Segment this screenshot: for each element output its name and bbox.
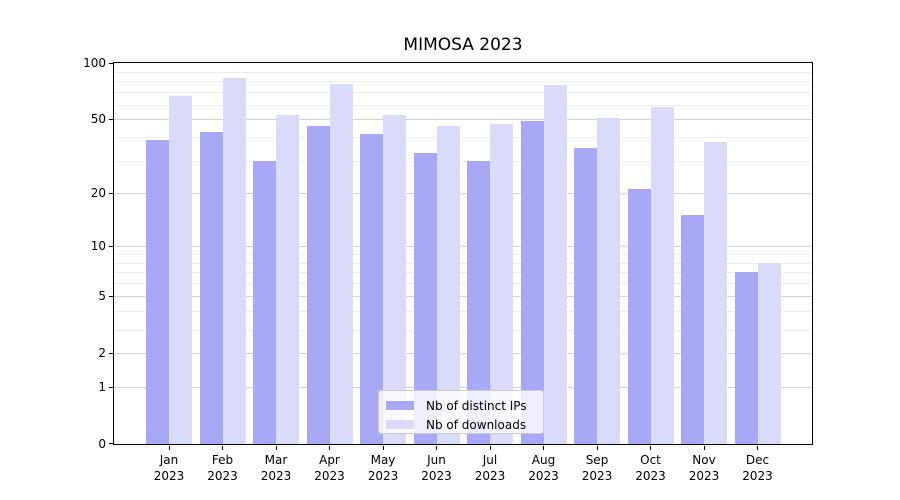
x-tick-label-mar: Mar 2023 xyxy=(260,453,292,483)
x-tick-label-apr: Apr 2023 xyxy=(314,453,345,483)
gridline-minor-7 xyxy=(114,272,812,274)
legend-swatch-downloads xyxy=(386,420,414,429)
gridline-major-20 xyxy=(114,192,812,194)
chart-title: MIMOSA 2023 xyxy=(403,35,523,55)
legend-swatch-distinct-ips xyxy=(386,401,414,410)
bar-distinct-ips-dec xyxy=(734,272,758,444)
legend-item-downloads: Nb of downloads xyxy=(379,415,543,434)
x-tick-jun xyxy=(436,446,437,450)
y-tick-label-1: 1 xyxy=(98,379,106,394)
bar-downloads-jul xyxy=(490,124,513,444)
gridline-major-2 xyxy=(114,353,812,355)
y-tick-2 xyxy=(109,353,113,355)
bar-distinct-ips-oct xyxy=(627,188,651,444)
bar-downloads-apr xyxy=(329,84,353,444)
y-tick-50 xyxy=(109,119,113,121)
x-tick-label-nov: Nov 2023 xyxy=(688,453,720,483)
bar-downloads-oct xyxy=(650,107,674,444)
bar-downloads-sep xyxy=(597,117,620,444)
gridline-major-50 xyxy=(114,119,812,121)
x-tick-label-jul: Jul 2023 xyxy=(474,453,506,483)
gridline-major-10 xyxy=(114,246,812,247)
gridline-minor-9 xyxy=(114,253,812,255)
bar-distinct-ips-sep xyxy=(574,148,597,444)
y-tick-label-10: 10 xyxy=(90,239,106,253)
bar-distinct-ips-jun xyxy=(413,152,437,444)
x-tick-apr xyxy=(329,446,330,450)
bar-downloads-may xyxy=(383,114,406,444)
bar-downloads-jan xyxy=(169,95,192,444)
y-tick-label-100: 100 xyxy=(83,56,106,70)
gridline-minor-8 xyxy=(114,262,812,264)
y-tick-20 xyxy=(109,192,113,194)
gridline-minor-80 xyxy=(114,81,812,83)
plot-area: 0 1 2 5 10 20 50 100 Jan 2023 Feb 2023 Mar 2023 Apr… xyxy=(83,56,813,483)
gridline-minor-40 xyxy=(114,137,812,139)
bar-distinct-ips-feb xyxy=(199,131,223,444)
y-tick-10 xyxy=(109,246,113,247)
bar-distinct-ips-jan xyxy=(146,139,169,444)
x-tick-aug xyxy=(543,446,544,450)
bar-distinct-ips-mar xyxy=(253,160,276,444)
bar-downloads-feb xyxy=(222,78,246,444)
gridline-minor-30 xyxy=(114,160,812,162)
bar-downloads-nov xyxy=(704,141,727,444)
x-tick-label-oct: Oct 2023 xyxy=(635,453,666,483)
legend-item-distinct-ips: Nb of distinct IPs xyxy=(379,396,543,415)
x-tick-may xyxy=(382,446,384,450)
gridline-minor-70 xyxy=(114,92,812,94)
y-tick-label-0: 0 xyxy=(98,437,106,451)
y-tick-label-5: 5 xyxy=(98,289,106,304)
legend-label-distinct-ips: Nb of distinct IPs xyxy=(426,398,527,413)
x-tick-nov xyxy=(703,446,705,450)
bar-distinct-ips-apr xyxy=(306,126,330,444)
bar-downloads-jun xyxy=(436,126,460,444)
bar-downloads-dec xyxy=(757,262,781,444)
x-tick-oct xyxy=(650,446,651,450)
x-tick-dec xyxy=(757,446,758,450)
y-tick-label-2: 2 xyxy=(98,346,106,361)
y-tick-5 xyxy=(109,296,113,298)
bar-distinct-ips-may xyxy=(360,133,383,444)
x-tick-jul xyxy=(489,446,491,450)
gridline-minor-3 xyxy=(114,329,812,331)
x-tick-label-aug: Aug 2023 xyxy=(528,453,559,483)
x-tick-label-jun: Jun 2023 xyxy=(421,453,452,483)
y-tick-0 xyxy=(109,443,113,444)
y-tick-100 xyxy=(109,63,113,64)
x-tick-jan xyxy=(168,446,170,450)
x-tick-label-feb: Feb 2023 xyxy=(207,453,238,483)
bar-distinct-ips-nov xyxy=(681,215,704,444)
bar-downloads-aug xyxy=(543,85,567,444)
x-tick-label-jan: Jan 2023 xyxy=(153,453,185,483)
gridline-major-5 xyxy=(114,296,812,298)
x-tick-mar xyxy=(275,446,277,450)
y-tick-1 xyxy=(109,386,113,388)
gridline-minor-4 xyxy=(114,311,812,313)
bar-distinct-ips-jul xyxy=(467,160,490,444)
gridline-minor-60 xyxy=(114,104,812,106)
x-tick-feb xyxy=(222,446,223,450)
bar-downloads-mar xyxy=(276,114,299,444)
gridline-minor-90 xyxy=(114,71,812,73)
x-tick-label-may: May 2023 xyxy=(367,453,399,483)
legend: Nb of distinct IPs Nb of downloads xyxy=(378,390,544,434)
gridline-minor-6 xyxy=(114,283,812,285)
x-tick-label-dec: Dec 2023 xyxy=(742,453,773,483)
y-tick-label-20: 20 xyxy=(90,185,106,200)
gridline-major-1 xyxy=(114,386,812,388)
y-tick-label-50: 50 xyxy=(90,112,106,127)
legend-label-downloads: Nb of downloads xyxy=(426,417,527,432)
x-tick-label-sep: Sep 2023 xyxy=(581,453,613,483)
bar-distinct-ips-aug xyxy=(520,121,544,444)
x-tick-sep xyxy=(596,446,598,450)
